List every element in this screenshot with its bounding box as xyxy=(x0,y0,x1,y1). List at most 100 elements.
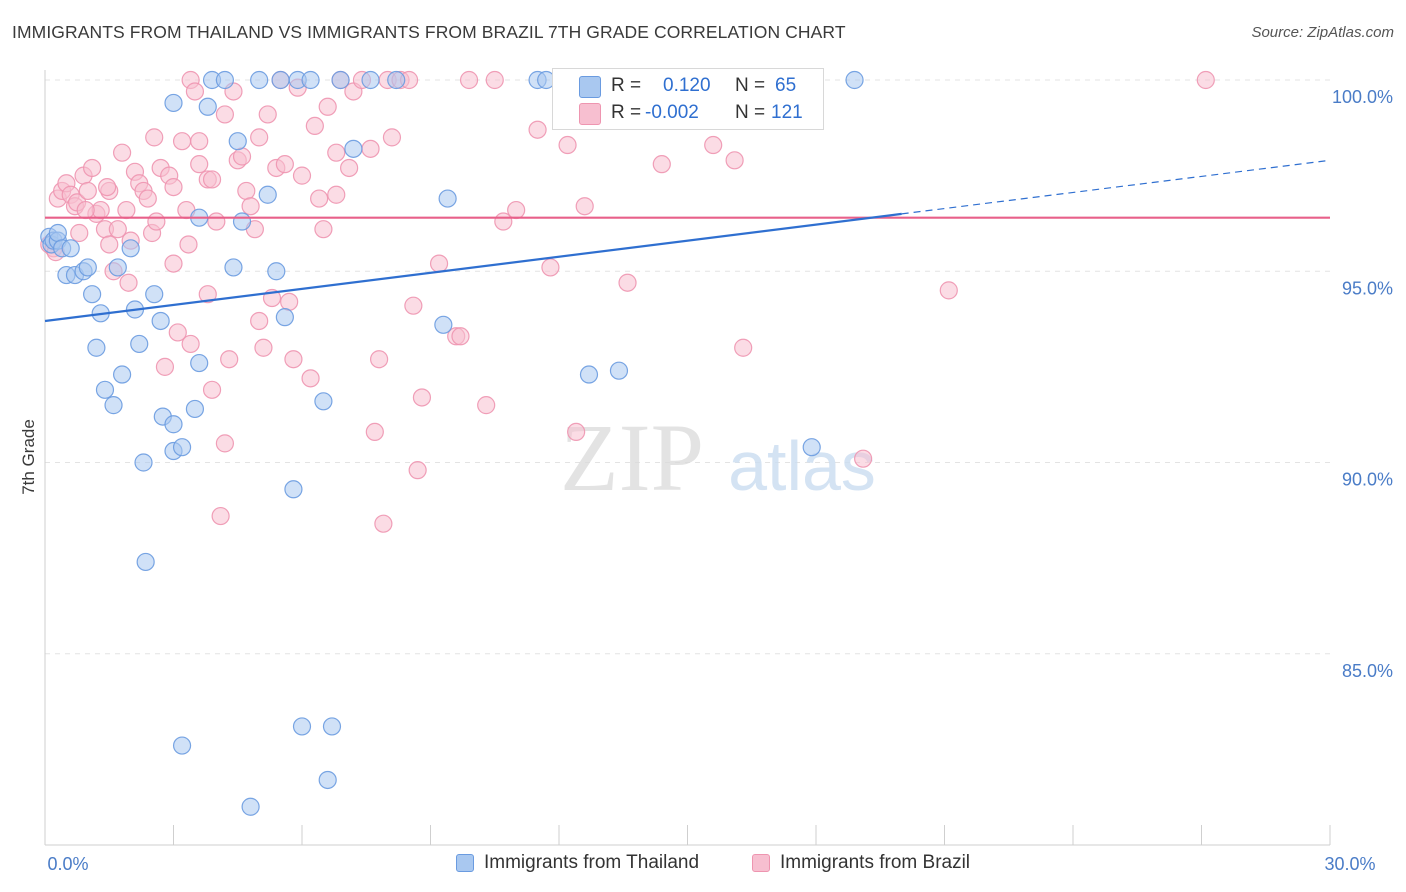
thailand-point xyxy=(301,70,320,90)
thailand-point xyxy=(164,415,183,434)
watermark-atlas: atlas xyxy=(728,427,876,505)
thailand-point xyxy=(609,361,629,380)
x-ticks xyxy=(44,825,1331,845)
brazil-point xyxy=(327,185,346,204)
thailand-point xyxy=(185,399,205,419)
y-axis-label: 7th Grade xyxy=(19,419,38,495)
y-tick-label: 90.0% xyxy=(1342,470,1393,490)
stats-row-thailand: R = 0.120 N = 65 xyxy=(553,75,823,99)
brazil-point xyxy=(241,197,260,216)
y-tick-labels: 85.0% 90.0% 95.0% 100.0% xyxy=(1332,87,1393,681)
brazil-point xyxy=(704,135,723,155)
stats-row-brazil: R = -0.002 N = 121 xyxy=(553,102,823,126)
brazil-point xyxy=(485,70,504,90)
brazil-point xyxy=(618,273,637,292)
stats-swatch-brazil xyxy=(579,103,601,125)
thailand-trend-line xyxy=(44,212,902,323)
thailand-point xyxy=(241,797,260,816)
thailand-point xyxy=(108,258,127,277)
thailand-point xyxy=(802,438,821,457)
brazil-point xyxy=(374,514,393,533)
brazil-point xyxy=(119,273,138,292)
thailand-point xyxy=(145,285,164,304)
thailand-point xyxy=(275,308,294,327)
brazil-point xyxy=(138,189,157,208)
brazil-point xyxy=(365,422,384,441)
thailand-point xyxy=(331,70,350,90)
legend-item-brazil[interactable]: Immigrants from Brazil xyxy=(752,852,970,874)
stats-n-label: N = xyxy=(735,75,766,96)
brazil-point xyxy=(185,82,205,101)
thailand-point xyxy=(318,770,337,790)
brazil-point xyxy=(70,223,89,243)
brazil-point xyxy=(408,461,427,480)
thailand-point xyxy=(112,365,132,384)
brazil-point xyxy=(340,158,359,178)
brazil-point xyxy=(575,197,594,216)
thailand-point xyxy=(267,262,286,281)
brazil-point xyxy=(211,506,230,526)
brazil-point xyxy=(164,254,183,273)
brazil-point xyxy=(528,120,547,139)
brazil-point xyxy=(429,254,449,273)
brazil-point xyxy=(147,212,166,231)
stats-swatch-thailand xyxy=(579,76,601,98)
thailand-point xyxy=(228,132,247,151)
brazil-point xyxy=(78,181,97,201)
brazil-point xyxy=(734,338,753,357)
brazil-point xyxy=(254,338,273,357)
brazil-point xyxy=(237,181,256,201)
brazil-point xyxy=(215,105,234,124)
thailand-point xyxy=(61,239,80,258)
stats-r-label: R = xyxy=(611,102,642,123)
brazil-point xyxy=(541,258,560,277)
brazil-point xyxy=(98,178,117,197)
thailand-point xyxy=(271,70,290,90)
brazil-point xyxy=(117,200,136,220)
thailand-point xyxy=(224,258,243,277)
thailand-point xyxy=(292,717,312,736)
brazil-point xyxy=(220,350,239,369)
brazil-point xyxy=(145,128,164,147)
stats-n-label: N = xyxy=(735,102,766,123)
brazil-point xyxy=(451,327,470,346)
brazil-point xyxy=(164,178,183,197)
thailand-point xyxy=(361,70,380,90)
brazil-point xyxy=(207,212,226,231)
brazil-point xyxy=(477,396,496,415)
brazil-point xyxy=(459,70,479,90)
brazil-point xyxy=(76,200,95,220)
thailand-point xyxy=(215,70,234,90)
legend-item-thailand[interactable]: Immigrants from Thailand xyxy=(456,852,699,874)
stats-box: R = 0.120 N = 65 R = -0.002 N = 121 xyxy=(552,68,824,130)
brazil-point xyxy=(567,422,586,441)
brazil-point xyxy=(725,151,744,170)
thailand-point xyxy=(250,70,269,90)
brazil-point xyxy=(404,296,423,315)
thailand-point xyxy=(232,212,252,231)
brazil-point xyxy=(202,170,222,189)
brazil-point xyxy=(190,155,209,174)
brazil-point xyxy=(202,380,222,399)
brazil-point xyxy=(179,235,198,254)
thailand-point xyxy=(130,334,149,354)
thailand-point xyxy=(87,338,106,357)
brazil-point xyxy=(370,350,389,369)
stats-r-value: 0.120 xyxy=(663,75,711,96)
y-tick-label: 85.0% xyxy=(1342,661,1393,681)
thailand-point xyxy=(136,552,155,572)
legend-label-brazil: Immigrants from Brazil xyxy=(780,852,971,873)
thailand-point xyxy=(172,736,192,755)
brazil-point xyxy=(112,143,132,162)
chart-title: IMMIGRANTS FROM THAILAND VS IMMIGRANTS F… xyxy=(12,22,846,42)
thailand-point xyxy=(314,392,333,411)
thailand-point xyxy=(284,480,303,499)
brazil-point xyxy=(854,449,873,468)
chart-source: Source: ZipAtlas.com xyxy=(1251,24,1394,41)
thailand-points xyxy=(40,70,864,816)
stats-r-value: -0.002 xyxy=(645,102,699,123)
thailand-point xyxy=(104,396,123,415)
brazil-point xyxy=(284,350,303,369)
stats-n-value: 65 xyxy=(775,75,797,96)
thailand-point xyxy=(121,239,140,258)
